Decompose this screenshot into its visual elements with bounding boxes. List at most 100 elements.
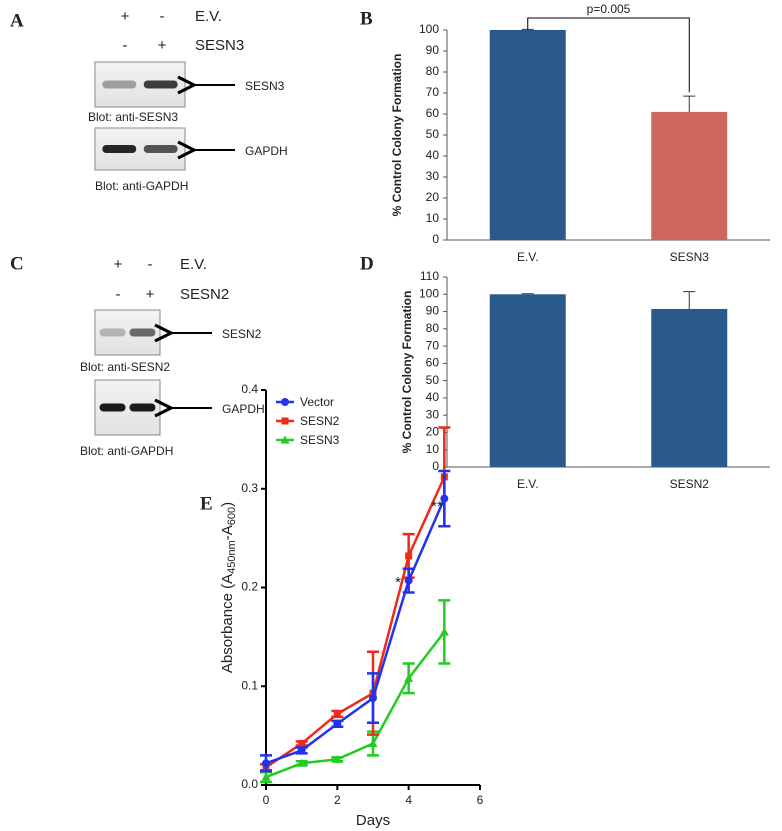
y-axis-label-part: 450nm: [226, 540, 238, 574]
annotation: p=0.005: [587, 2, 631, 16]
sign: +: [158, 37, 167, 54]
panel-letter: E: [200, 493, 213, 514]
y-tick-label: 0.4: [241, 382, 258, 396]
sign: -: [116, 286, 121, 303]
legend-label: Vector: [300, 395, 334, 409]
x-tick-label: 0: [263, 793, 270, 807]
marker: [297, 758, 307, 767]
legend-marker: [280, 435, 290, 444]
annotation: *: [395, 574, 401, 591]
bar: [651, 308, 728, 467]
series-line: [265, 476, 446, 769]
marker: [297, 746, 306, 755]
y-tick-label: 0: [432, 459, 439, 473]
marker: [333, 719, 342, 728]
y-tick-label: 90: [426, 43, 440, 57]
condition-label: SESN3: [195, 37, 244, 54]
y-tick-label: 40: [426, 390, 440, 404]
legend-marker: [281, 417, 289, 425]
y-tick-label: 40: [426, 148, 440, 162]
y-axis-label-part: -A: [219, 525, 236, 540]
y-tick-label: 110: [420, 269, 439, 283]
marker: [368, 739, 378, 748]
annotation: **: [431, 498, 443, 515]
legend-label: SESN3: [300, 433, 340, 447]
bar: [489, 30, 566, 240]
y-tick-label: 30: [426, 169, 440, 183]
marker: [261, 772, 271, 781]
error-bar: [521, 293, 534, 295]
panel-letter: C: [10, 253, 24, 274]
marker: [369, 694, 377, 703]
y-tick-label: 70: [426, 338, 440, 352]
y-axis-label: Absorbance (A450nm-A600): [219, 502, 238, 673]
y-tick-label: 10: [426, 442, 440, 456]
sign: +: [121, 8, 130, 25]
marker: [439, 627, 449, 636]
y-tick-label: 60: [426, 106, 440, 120]
bar: [489, 294, 566, 467]
y-tick-label: 100: [419, 22, 439, 36]
blot-band: [143, 80, 178, 89]
y-tick-label: 50: [426, 127, 440, 141]
sign: -: [148, 256, 153, 273]
target-label: SESN3: [245, 79, 285, 93]
sign: -: [160, 8, 165, 25]
y-tick-label: 0.1: [241, 678, 258, 692]
marker: [333, 710, 341, 718]
sign: +: [114, 256, 123, 273]
y-tick-label: 0.2: [241, 580, 258, 594]
x-tick-label: 2: [334, 793, 341, 807]
x-tick-label: 4: [405, 793, 412, 807]
blot-caption: Blot: anti-SESN3: [88, 110, 178, 124]
condition-label: E.V.: [195, 8, 222, 25]
y-tick-label: 70: [426, 85, 440, 99]
target-label: GAPDH: [222, 402, 265, 416]
blot-band: [143, 145, 178, 153]
y-tick-label: 60: [426, 356, 440, 370]
y-axis-label: % Control Colony Formation: [400, 291, 414, 454]
error-bar: [683, 95, 696, 112]
blot-caption: Blot: anti-SESN2: [80, 360, 170, 374]
blot-band: [99, 328, 126, 337]
y-tick-label: 0.0: [241, 777, 258, 791]
y-tick-label: 0: [432, 232, 439, 246]
x-tick-label: SESN2: [670, 477, 710, 491]
y-tick-label: 90: [426, 304, 440, 318]
x-tick-label: 6: [477, 793, 484, 807]
blot-band: [129, 403, 156, 412]
target-label: SESN2: [222, 327, 262, 341]
y-axis-label-part: 600: [226, 507, 238, 525]
blot-caption: Blot: anti-GAPDH: [95, 179, 188, 193]
y-tick-label: 50: [426, 373, 440, 387]
legend-marker: [281, 398, 289, 406]
y-tick-label: 80: [426, 64, 440, 78]
significance-bracket: [527, 17, 690, 93]
marker: [404, 576, 413, 585]
bar: [651, 111, 728, 241]
panel-letter: D: [360, 253, 374, 274]
blot-band: [129, 328, 156, 337]
blot-band: [99, 403, 126, 412]
sign: -: [123, 37, 128, 54]
error-bar: [683, 291, 696, 309]
panel-letter: A: [10, 10, 24, 31]
legend-label: SESN2: [300, 414, 340, 428]
y-axis-label: % Control Colony Formation: [390, 54, 404, 217]
y-axis-label-part: ): [219, 502, 236, 507]
marker: [298, 740, 306, 748]
y-tick-label: 0.3: [241, 481, 258, 495]
x-axis-label: Days: [356, 812, 390, 829]
x-tick-label: SESN3: [670, 250, 710, 264]
marker: [404, 673, 414, 682]
y-tick-label: 20: [426, 190, 440, 204]
x-tick-label: E.V.: [517, 250, 539, 264]
y-tick-label: 20: [426, 425, 440, 439]
marker: [262, 759, 270, 768]
marker: [332, 754, 342, 763]
target-label: GAPDH: [245, 144, 288, 158]
y-tick-label: 30: [426, 407, 440, 421]
y-axis-label-part: Absorbance (A: [219, 574, 236, 673]
condition-label: E.V.: [180, 256, 207, 273]
